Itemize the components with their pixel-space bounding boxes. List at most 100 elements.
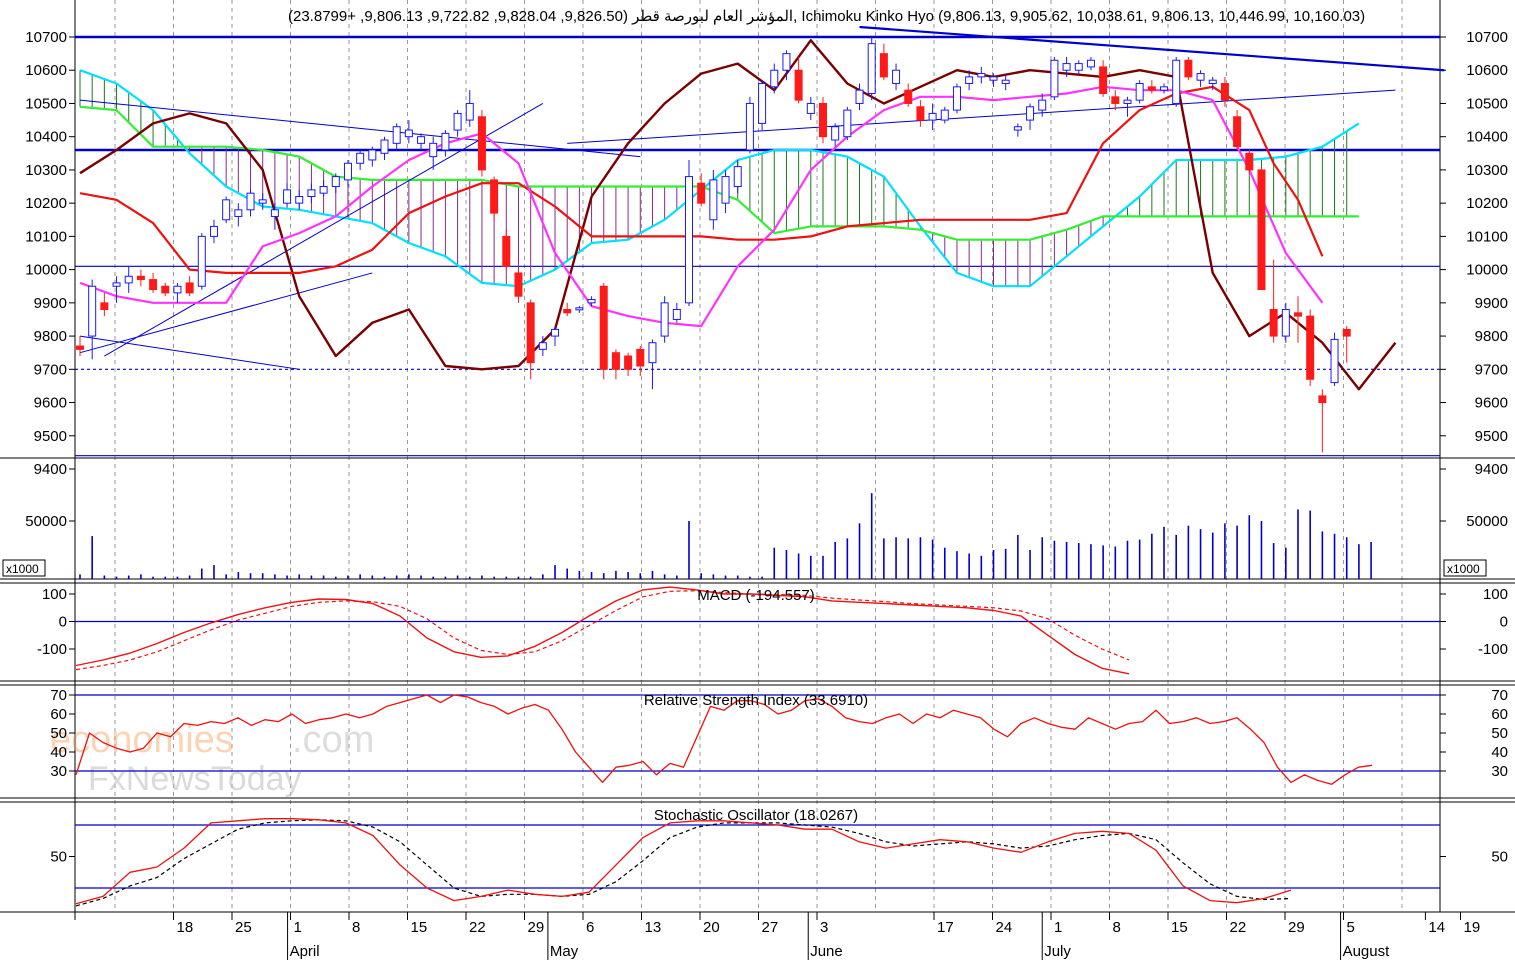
candle-body	[368, 149, 377, 161]
stochastic-tick-label-right: 50	[1491, 849, 1508, 866]
trend-line	[859, 25, 1445, 72]
macd-tick-label-left: 100	[42, 586, 67, 603]
volume-tick-label-left: 50000	[25, 513, 67, 530]
x-tick-label: 18	[177, 919, 194, 936]
candle-body	[1123, 99, 1132, 104]
price-tick-label-right: 9700	[1475, 361, 1508, 378]
candle-body	[1269, 308, 1278, 337]
price-tick-label-left: 10200	[25, 195, 67, 212]
candle-body	[283, 189, 292, 204]
candle-body	[173, 285, 182, 294]
candle-body	[1330, 338, 1339, 384]
x-tick-label: 22	[469, 919, 486, 936]
macd-line	[75, 586, 1130, 675]
price-tick-label-right: 10200	[1466, 195, 1508, 212]
candle-body	[1220, 83, 1229, 101]
candle-body	[721, 176, 730, 204]
price-tick-label-right: 10100	[1466, 228, 1508, 245]
candle-body	[1086, 59, 1095, 68]
candle-body	[1196, 73, 1205, 81]
candle-body	[185, 282, 194, 294]
price-tick-label-left: 10300	[25, 162, 67, 179]
month-label: August	[1343, 943, 1391, 960]
price-tick-label-left: 9600	[34, 395, 67, 412]
volume-unit-left: x1000	[6, 562, 39, 576]
stochastic-k-line	[75, 818, 1292, 905]
candle-body	[831, 126, 840, 141]
candle-body	[246, 192, 255, 211]
trend-line	[79, 99, 641, 158]
candle-body	[404, 129, 413, 138]
macd-tick-label-right: 0	[1500, 614, 1508, 631]
rsi-tick-label-left: 60	[50, 706, 67, 723]
rsi-panel: 70 70 60 60 50 50 40 40 30 30	[50, 687, 1508, 785]
candle-body	[818, 102, 827, 138]
candle-body	[307, 189, 316, 198]
volume-unit-right-box	[1443, 559, 1487, 577]
candle-body	[892, 69, 901, 85]
macd-panel: 100 100 0 0 -100 -100	[37, 586, 1508, 675]
candle-body	[392, 126, 401, 144]
price-tick-label-left: 9900	[34, 295, 67, 312]
panel-frames	[0, 0, 1515, 913]
watermark-brand-c: FxNewsToday	[88, 760, 302, 798]
volume-tick-label-right: 50000	[1466, 513, 1508, 530]
price-tick-label-left: 9800	[34, 328, 67, 345]
candle-body	[928, 112, 937, 121]
candle-body	[575, 307, 584, 311]
candle-body	[1013, 126, 1022, 131]
rsi-tick-label-right: 70	[1491, 687, 1508, 704]
volume-unit-left-box	[2, 559, 46, 577]
watermark-brand-a: economies	[50, 719, 234, 761]
price-tick-label-left: 10000	[25, 262, 67, 279]
price-tick-label-right: 10600	[1466, 62, 1508, 79]
candle-body	[599, 285, 608, 370]
candle-body	[977, 73, 986, 78]
candle-body	[1245, 152, 1254, 171]
macd-tick-label-right: -100	[1478, 641, 1508, 658]
candle-body	[453, 112, 462, 131]
candle-body	[380, 139, 389, 154]
stochastic-title: Stochastic Oscillator (18.0267)	[654, 807, 858, 824]
volume-unit-right: x1000	[1447, 562, 1480, 576]
candle-body	[136, 275, 145, 281]
candle-body	[624, 355, 633, 370]
candle-body	[1001, 79, 1010, 85]
stochastic-tick-label-left: 50	[50, 849, 67, 866]
candle-body	[745, 102, 754, 151]
macd-tick-label-right: 100	[1483, 586, 1508, 603]
candle-body	[331, 176, 340, 188]
price-tick-label-right: 9500	[1475, 428, 1508, 445]
macd-title: MACD (-194.557)	[697, 587, 815, 604]
trend-line	[79, 272, 373, 354]
candle-body	[490, 179, 499, 214]
candle-body	[782, 53, 791, 71]
candle-body	[794, 69, 803, 101]
candle-body	[660, 302, 669, 337]
candle-body	[1135, 83, 1144, 101]
price-tick-label-left: 9500	[34, 428, 67, 445]
candle-body	[1208, 79, 1217, 85]
price-title: المؤشر العام لبورصة قطر (9,826.50, 9,828…	[288, 8, 1365, 25]
candle-body	[843, 109, 852, 138]
price-tick-label-right: 10000	[1466, 262, 1508, 279]
candle-body	[100, 302, 109, 310]
candle-body	[514, 272, 523, 297]
candle-body	[1074, 63, 1083, 71]
candle-body	[124, 275, 133, 284]
x-axis: 182518152229613202731724181522295141926A…	[74, 912, 1480, 960]
candle-body	[940, 109, 949, 121]
candle-body	[989, 76, 998, 81]
candle-body	[611, 352, 620, 370]
price-tick-label-right: 10500	[1466, 95, 1508, 112]
candle-body	[209, 225, 218, 237]
candle-body	[1306, 315, 1315, 380]
x-tick-label: 1	[294, 919, 302, 936]
month-label: June	[810, 943, 843, 960]
month-label: April	[290, 943, 320, 960]
candle-body	[709, 179, 718, 221]
candle-body	[1038, 99, 1047, 111]
candle-body	[733, 166, 742, 188]
candle-body	[855, 89, 864, 104]
x-tick-label: 15	[1171, 919, 1188, 936]
